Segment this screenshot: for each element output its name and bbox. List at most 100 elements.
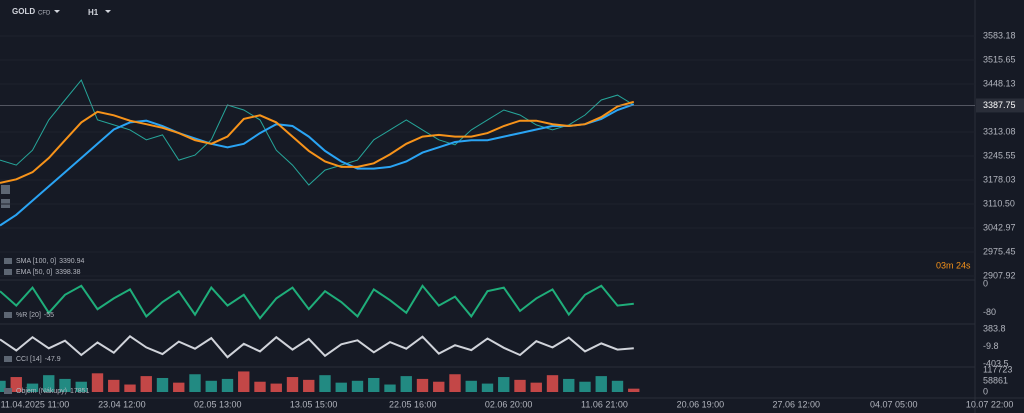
volume-bar — [59, 378, 71, 392]
legend-icon — [4, 269, 12, 275]
volume-bar — [238, 371, 250, 392]
legend-name: %R [20] — [16, 312, 41, 319]
legend-icon — [4, 388, 12, 394]
x-tick-label: 11.04.2025 11:00 — [1, 399, 70, 409]
volume-bar — [286, 377, 299, 392]
volume-bar — [335, 382, 347, 392]
y-tick-label: 2907.92 — [983, 270, 1016, 280]
x-tick-label: 13.05 15:00 — [290, 399, 338, 409]
volume-bar — [205, 380, 217, 392]
volume-bar — [368, 377, 380, 392]
y-tick-label: 58861 — [983, 375, 1008, 385]
volume-bar — [579, 381, 591, 392]
volume-bar — [400, 376, 412, 392]
volume-bar — [10, 377, 22, 392]
x-tick-label: 22.05 16:00 — [389, 399, 437, 409]
volume-bar — [221, 378, 234, 392]
y-tick-label: 3583.18 — [983, 30, 1016, 40]
y-tick-label: 3042.97 — [983, 222, 1016, 232]
volume-bar — [0, 380, 6, 392]
y-tick-label: 117723 — [983, 364, 1012, 374]
timeframe[interactable]: H1 — [88, 8, 99, 17]
volume-bar — [498, 377, 510, 392]
volume-bar — [173, 382, 185, 392]
symbol-dropdown[interactable] — [54, 10, 60, 13]
volume-bar — [546, 375, 559, 392]
legend-entry: Objem (Nákupy) 17851 — [16, 388, 90, 395]
legend-icon — [4, 258, 12, 264]
volume-bar — [611, 380, 624, 392]
legend-value: 3390.94 — [59, 258, 84, 265]
volume-bar — [254, 381, 266, 392]
volume-bar — [514, 379, 526, 392]
legend-name: SMA [100, 0] — [16, 258, 56, 265]
volume-bar — [108, 379, 120, 392]
instrument-kind: CFD — [38, 11, 51, 17]
legend-name: CCI [14] — [16, 356, 42, 363]
volume-bar — [481, 383, 494, 392]
volume-bar — [433, 381, 445, 392]
series-line — [0, 100, 635, 184]
volume-bar — [270, 383, 282, 392]
legend-name: Objem (Nákupy) — [16, 388, 67, 395]
volume-bar — [156, 377, 169, 392]
y-tick-label: 3313.08 — [983, 126, 1016, 136]
volume-bar — [26, 383, 39, 392]
volume-bar — [563, 378, 575, 392]
y-tick-label: 3515.65 — [983, 54, 1016, 64]
series-line — [0, 103, 635, 227]
x-tick-label: 02.05 13:00 — [194, 399, 242, 409]
volume-bar — [530, 382, 542, 392]
side-button[interactable] — [1, 185, 10, 194]
legend-name: EMA [50, 0] — [16, 269, 52, 276]
volume-bar — [189, 374, 201, 392]
countdown: 03m 24s — [936, 260, 971, 270]
volume-bar — [124, 384, 136, 392]
x-tick-label: 23.04 12:00 — [98, 399, 146, 409]
y-tick-label: 2975.45 — [983, 246, 1016, 256]
x-tick-label: 04.07 05:00 — [870, 399, 918, 409]
series-line — [0, 335, 634, 359]
timeframe-dropdown[interactable] — [105, 10, 111, 13]
symbol[interactable]: GOLD — [12, 7, 35, 16]
legend-icon — [4, 312, 12, 318]
volume-bar — [43, 375, 55, 392]
y-tick-label: 3245.55 — [983, 150, 1016, 160]
legend-value: 3398.38 — [55, 269, 80, 276]
volume-bar — [595, 376, 607, 392]
volume-bar — [319, 375, 331, 392]
y-tick-label: 3110.50 — [983, 198, 1015, 208]
legend-entry: CCI [14] -47.9 — [16, 356, 61, 363]
y-tick-label: 3178.03 — [983, 174, 1016, 184]
volume-bar — [140, 376, 152, 392]
volume-bar — [449, 374, 461, 392]
volume-bar — [75, 381, 87, 392]
volume-bar — [416, 378, 429, 392]
legend-entry: %R [20] -55 — [16, 312, 54, 319]
volume-bar — [351, 380, 364, 392]
legend-entry: SMA [100, 0] 3390.94 — [16, 258, 85, 265]
y-tick-label: 3448.13 — [983, 78, 1016, 88]
current-price-box — [976, 98, 1024, 113]
y-tick-label: -9.8 — [983, 341, 999, 351]
volume-bar — [465, 380, 477, 392]
legend-value: 17851 — [70, 388, 90, 395]
y-tick-label: -80 — [983, 307, 996, 317]
volume-bar — [303, 379, 315, 392]
legend-value: -55 — [44, 312, 54, 319]
legend-icon — [4, 356, 12, 362]
x-tick-label: 11.06 21:00 — [581, 399, 628, 409]
series-line — [0, 284, 634, 320]
volume-bar — [628, 388, 640, 392]
y-tick-label: 383.8 — [983, 323, 1006, 333]
volume-bar — [91, 373, 104, 392]
x-tick-label: 02.06 20:00 — [485, 399, 533, 409]
volume-bar — [384, 384, 396, 392]
current-price-label: 3387.75 — [983, 100, 1016, 110]
x-tick-label: 20.06 19:00 — [677, 399, 725, 409]
y-tick-label: 0 — [983, 386, 988, 396]
legend-entry: EMA [50, 0] 3398.38 — [16, 269, 81, 276]
